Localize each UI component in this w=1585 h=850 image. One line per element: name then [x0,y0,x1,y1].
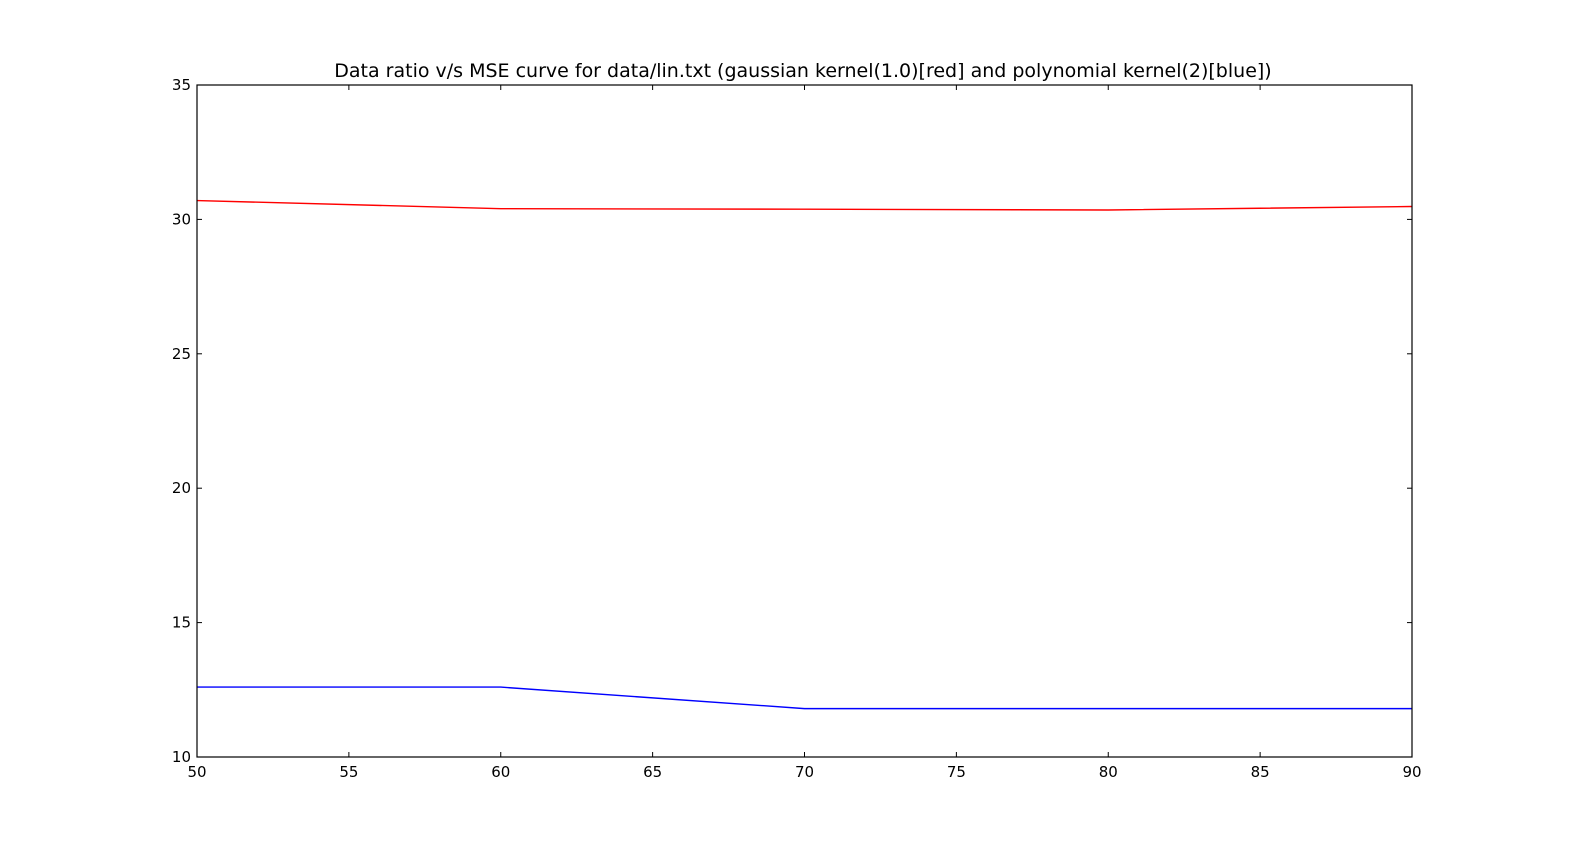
y-tick-label: 10 [172,748,191,766]
x-tick-label: 75 [947,763,966,781]
series-layer [196,199,1413,710]
y-tick-label: 25 [172,345,191,363]
x-tick-label: 65 [643,763,662,781]
series-line-1 [196,199,1413,211]
y-tick-label: 35 [172,76,191,94]
y-tick-label: 20 [172,479,191,497]
axes-layer: 50 55 60 65 70 75 80 85 90 10 15 20 25 30 35 [172,76,1422,781]
y-tick-label: 30 [172,210,191,228]
x-tick-label: 70 [795,763,814,781]
x-tick-label: 90 [1402,763,1421,781]
x-tick-label: 55 [339,763,358,781]
x-tick-label: 80 [1099,763,1118,781]
x-tick-label: 50 [187,763,206,781]
plot-frame [196,84,1413,758]
series-line-2 [197,686,1412,710]
x-tick-label: 60 [491,763,510,781]
y-tick-label: 15 [172,614,191,632]
x-tick-label: 85 [1251,763,1270,781]
chart-title: Data ratio v/s MSE curve for data/lin.tx… [334,60,1271,82]
